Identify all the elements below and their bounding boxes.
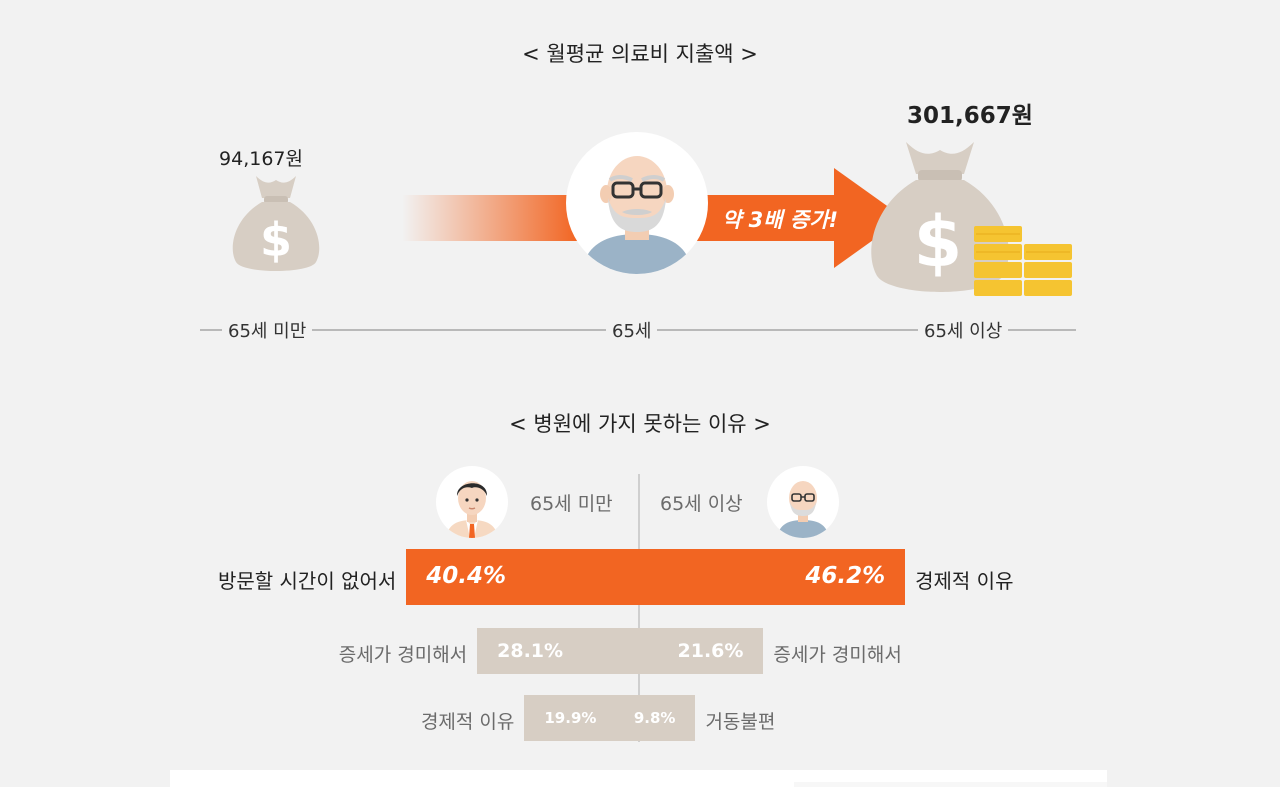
under65-reason-label-2: 증세가 경미해서 (338, 643, 468, 666)
over65-reason-label-3: 거동불편 (705, 710, 776, 733)
over65-reason-label-2: 증세가 경미해서 (773, 643, 902, 666)
over65-value-label-3: 9.8% (633, 709, 676, 727)
over65-spending-value: 301,667원 (907, 103, 1033, 129)
under65-reason-label-1: 방문할 시간이 없어서 (217, 569, 397, 593)
under65-value-label-2: 28.1% (497, 639, 564, 662)
timeline-label-under65: 65세 미만 (222, 317, 313, 343)
over65-value-label-1: 46.2% (805, 563, 886, 590)
under65-bar-2 (477, 628, 639, 674)
left-group-label: 65세 미만 (530, 493, 613, 515)
over65-reason-label-1: 경제적 이유 (915, 569, 1014, 593)
chart-center-axis (638, 474, 640, 742)
under65-value-label-3: 19.9% (544, 709, 597, 727)
svg-text:$: $ (914, 201, 963, 283)
elderly-man-icon (566, 132, 708, 274)
growth-arrow-head (834, 168, 904, 268)
bottom-panel-right (794, 782, 1107, 787)
arrow-text: 약 3배 증가! (722, 208, 839, 232)
reasons-title: < 병원에 가지 못하는 이유 > (509, 412, 771, 436)
under65-bar-3 (524, 695, 639, 741)
money-bag-icon: $ (232, 176, 320, 271)
right-group-label: 65세 이상 (660, 493, 743, 515)
elderly-man-small-icon (767, 466, 839, 538)
over65-bar-1 (639, 549, 906, 605)
over65-value-label-2: 21.6% (677, 639, 744, 662)
under65-bar-1 (406, 549, 639, 605)
under65-value-label-1: 40.4% (426, 563, 507, 590)
over65-bar-3 (639, 695, 696, 741)
timeline-label-over65: 65세 이상 (918, 317, 1009, 343)
under65-reason-label-3: 경제적 이유 (420, 710, 515, 733)
svg-text:$: $ (260, 213, 292, 267)
under65-spending-value: 94,167원 (219, 148, 303, 170)
over65-bar-2 (639, 628, 764, 674)
money-bag-coins-icon: $ (871, 142, 1072, 296)
young-man-icon (436, 466, 508, 538)
timeline-label-65: 65세 (606, 317, 658, 343)
spending-title: < 월평균 의료비 지출액 > (522, 42, 758, 66)
